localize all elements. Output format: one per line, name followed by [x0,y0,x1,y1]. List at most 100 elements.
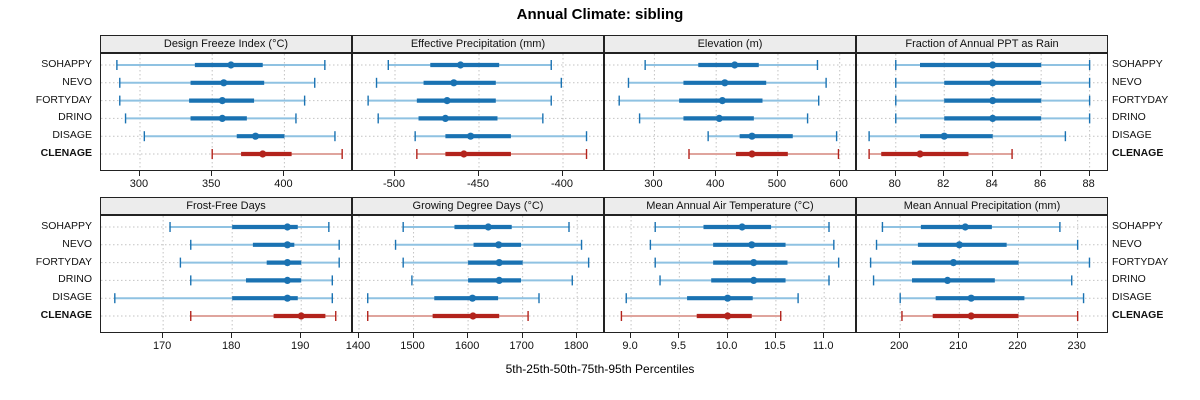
median-dot [989,79,997,87]
axis-tick-mark [1088,171,1090,176]
station-label-left: DISAGE [52,291,92,304]
median-dot [724,294,732,302]
axis-tick-label: -450 [466,178,490,190]
median-dot [456,61,465,69]
panel-canvas [605,216,855,332]
axis-tick-mark [774,333,776,338]
median-dot [218,97,226,105]
x-axis-label: 5th-25th-50th-75th-95th Percentiles [505,362,695,376]
axis-tick-mark [838,171,840,176]
panel-canvas [857,54,1107,170]
axis-tick-mark [899,333,901,338]
axis-tick-mark [162,333,164,338]
axis-tick-label: 200 [889,340,909,352]
axis-tick-label: 400 [274,178,293,190]
median-dot [251,132,260,140]
panel-plot-area [604,215,856,333]
axis-tick-mark [576,333,578,338]
axis-tick-mark [562,171,563,176]
station-label-left: DISAGE [52,129,92,142]
axis-tick-label: 11.0 [812,340,834,352]
panel-strip-title: Elevation (m) [604,35,856,53]
axis-tick-mark [412,333,414,338]
median-dot [441,114,449,122]
panel-plot-area [352,53,604,171]
axis-tick-mark [726,333,728,338]
axis-tick-mark [1076,333,1078,338]
station-label-left: NEVO [62,237,92,250]
panel-canvas [353,54,603,170]
median-dot [469,312,477,320]
median-dot [721,79,729,87]
axis-tick-mark [521,333,523,338]
median-dot [443,97,451,105]
axis-tick-mark [958,333,960,338]
station-label-right: CLENAGE [1112,309,1164,321]
axis-tick-label: 84 [985,178,998,190]
median-dot [495,241,503,249]
panel-canvas [353,216,603,332]
panel-plot-area [856,53,1108,171]
station-label-right: FORTYDAY [1112,255,1169,268]
median-dot [989,61,997,69]
axis-tick-label: 9.0 [622,340,638,352]
panel-plot-area [352,215,604,333]
median-dot [467,132,475,140]
axis-tick-mark [1017,333,1019,338]
median-dot [227,61,235,69]
axis-tick-mark [715,171,717,176]
station-label-right: SOHAPPY [1112,220,1163,232]
panel-strip-title: Design Freeze Index (°C) [100,35,352,53]
station-label-right: CLENAGE [1112,147,1164,159]
axis-tick-label: 170 [152,340,172,352]
axis-tick-mark [231,333,233,338]
axis-tick-label: 1700 [509,340,534,352]
median-dot [468,294,477,302]
median-dot [961,223,969,231]
axis-tick-label: 220 [1008,340,1027,352]
axis-tick-mark [943,171,945,176]
median-dot [748,132,756,140]
panel-plot-area [856,215,1108,333]
median-dot [297,312,305,320]
axis-tick-label: 80 [888,178,901,190]
axis-tick-label: 10.5 [764,340,786,352]
axis-tick-mark [394,171,395,176]
station-label-left: SOHAPPY [41,220,92,232]
median-dot [748,150,756,158]
median-dot [943,276,952,284]
axis-tick-mark [1040,171,1042,176]
axis-tick-label: 350 [202,178,221,190]
panel-plot-area [100,53,352,171]
median-dot [495,276,503,284]
axis-tick-label: 300 [129,178,149,190]
station-label-left: CLENAGE [40,309,92,321]
axis-tick-label: 1400 [345,340,371,352]
panel-strip-title: Frost-Free Days [100,197,352,215]
median-dot [283,294,292,302]
axis-tick-label: -400 [550,178,574,190]
axis-tick-label: 10.0 [715,340,738,352]
panel-canvas [101,54,351,170]
station-label-left: FORTYDAY [35,93,92,106]
station-label-left: CLENAGE [40,147,92,159]
median-dot [495,259,503,267]
station-label-left: DRINO [58,111,92,124]
station-label-left: SOHAPPY [41,58,92,70]
station-label-right: SOHAPPY [1112,58,1163,70]
panel-canvas [857,216,1107,332]
station-label-left: NEVO [62,75,92,88]
axis-tick-label: 86 [1034,178,1047,190]
median-dot [967,294,975,302]
axis-tick-label: 190 [291,340,310,352]
median-dot [460,150,468,158]
axis-tick-mark [991,171,993,176]
median-dot [283,241,292,249]
axis-tick-mark [776,171,778,176]
axis-tick-mark [211,171,213,176]
panel-strip-title: Mean Annual Air Temperature (°C) [604,197,856,215]
axis-tick-mark [358,333,359,338]
median-dot [718,97,726,105]
axis-tick-label: 600 [829,178,848,190]
panel-plot-area [604,53,856,171]
